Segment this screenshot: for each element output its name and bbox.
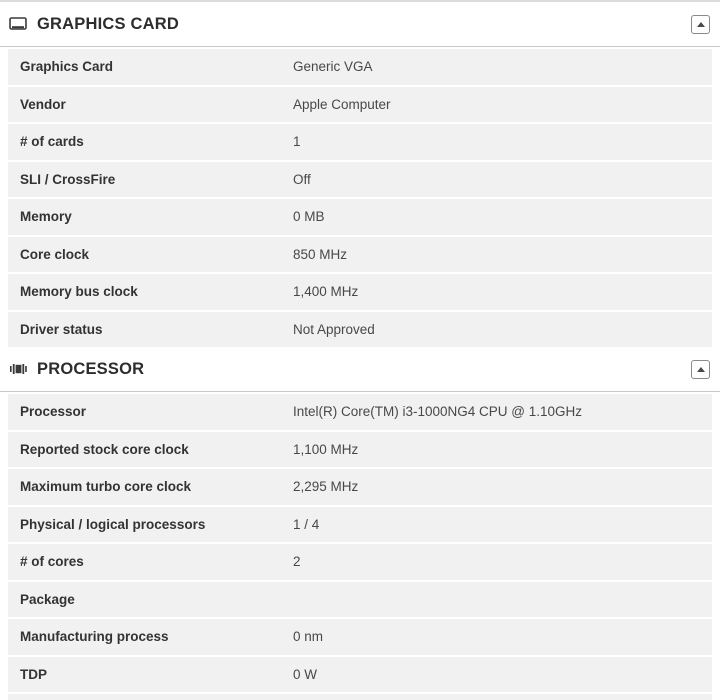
row-value: 1,400 MHz <box>293 284 359 300</box>
chevron-up-icon <box>696 366 705 372</box>
row-value: 1 <box>293 134 301 150</box>
row-label: Driver status <box>20 321 103 337</box>
row-value: Generic VGA <box>293 59 373 75</box>
row-label: Manufacturing process <box>20 629 169 645</box>
row-value: 2 <box>293 554 301 570</box>
processor-icon <box>8 361 28 377</box>
section-title-graphics-card: GRAPHICS CARD <box>37 14 179 33</box>
collapse-processor-button[interactable] <box>691 359 710 379</box>
section-graphics-card: GRAPHICS CARD Graphics Card Generic VGA Ve… <box>0 2 720 347</box>
row-label: Memory <box>20 209 72 225</box>
row-label: Maximum turbo core clock <box>20 479 192 495</box>
row-value: 0 nm <box>293 629 324 645</box>
row-label: Memory bus clock <box>20 284 138 300</box>
next-section-partial <box>0 692 720 700</box>
table-row: Manufacturing process 0 nm <box>8 619 712 655</box>
row-label: Physical / logical processors <box>20 516 206 532</box>
row-value: Intel(R) Core(TM) i3-1000NG4 CPU @ 1.10G… <box>293 404 583 420</box>
row-label: Package <box>20 591 75 607</box>
table-row: # of cores 2 <box>8 544 712 580</box>
row-value: Off <box>293 171 311 187</box>
section-header-processor: PROCESSOR <box>0 347 720 392</box>
table-row: Memory 0 MB <box>8 199 712 235</box>
table-row: Graphics Card Generic VGA <box>8 49 712 85</box>
row-label: # of cores <box>20 554 84 570</box>
collapse-graphics-card-button[interactable] <box>691 14 710 34</box>
processor-table: Processor Intel(R) Core(TM) i3-1000NG4 CP… <box>0 392 720 692</box>
table-row: Maximum turbo core clock 2,295 MHz <box>8 469 712 505</box>
table-row: Package <box>8 581 712 617</box>
row-value: 0 W <box>293 666 318 682</box>
row-label: Processor <box>20 404 87 420</box>
table-row: Vendor Apple Computer <box>8 86 712 122</box>
graphics-card-table: Graphics Card Generic VGA Vendor Apple Comp… <box>0 47 720 347</box>
table-row: Physical / logical processors 1 / 4 <box>8 506 712 542</box>
row-value: Apple Computer <box>293 96 391 112</box>
table-row: Core clock 850 MHz <box>8 236 712 272</box>
table-row: Processor Intel(R) Core(TM) i3-1000NG4 CP… <box>8 394 712 430</box>
graphics-card-icon <box>8 16 28 32</box>
table-row: SLI / CrossFire Off <box>8 161 712 197</box>
row-value: 1 / 4 <box>293 516 320 532</box>
row-label: Vendor <box>20 96 66 112</box>
row-label: Graphics Card <box>20 59 114 75</box>
row-label: TDP <box>20 666 47 682</box>
row-value: 850 MHz <box>293 246 348 262</box>
section-title-processor: PROCESSOR <box>37 359 145 378</box>
table-row: Reported stock core clock 1,100 MHz <box>8 431 712 467</box>
partial-row <box>8 694 712 700</box>
row-label: Core clock <box>20 246 90 262</box>
row-label: # of cards <box>20 134 84 150</box>
row-value: 1,100 MHz <box>293 441 359 457</box>
section-processor: PROCESSOR Processor Intel(R) Core(TM) i3-… <box>0 347 720 692</box>
chevron-up-icon <box>696 21 705 27</box>
table-row: # of cards 1 <box>8 124 712 160</box>
row-value: 0 MB <box>293 209 325 225</box>
row-value: 2,295 MHz <box>293 479 359 495</box>
row-label: Reported stock core clock <box>20 441 189 457</box>
table-row: Driver status Not Approved <box>8 311 712 347</box>
section-header-graphics-card: GRAPHICS CARD <box>0 2 720 47</box>
row-label: SLI / CrossFire <box>20 171 116 187</box>
row-value: Not Approved <box>293 321 375 337</box>
table-row: TDP 0 W <box>8 656 712 692</box>
table-row: Memory bus clock 1,400 MHz <box>8 274 712 310</box>
